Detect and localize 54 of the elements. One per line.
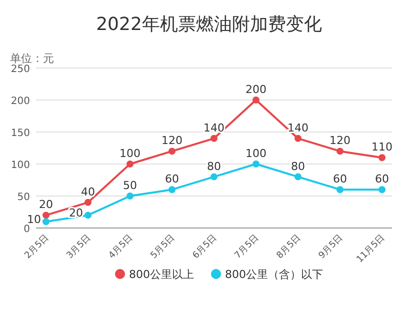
point (336, 186, 344, 194)
data-label: 80 (291, 160, 305, 173)
data-label: 100 (246, 147, 266, 160)
x-tick-label: 8月5日 (275, 233, 304, 261)
data-label: 50 (123, 179, 137, 192)
data-label: 40 (81, 185, 95, 198)
data-label: 10 (27, 213, 41, 226)
point (294, 134, 302, 142)
x-tick-label: 6月5日 (191, 233, 220, 261)
y-axis-title: 单位：元 (10, 52, 54, 65)
x-tick-label: 5月5日 (149, 233, 178, 261)
data-label: 80 (207, 160, 221, 173)
point (126, 160, 134, 168)
point (42, 212, 50, 219)
point (84, 212, 92, 219)
point (126, 192, 134, 200)
data-label: 200 (246, 83, 266, 96)
point (336, 148, 344, 155)
y-tick-label: 150 (10, 128, 30, 139)
data-label: 20 (39, 198, 53, 212)
x-tick-label: 9月5日 (317, 233, 346, 261)
point (378, 186, 386, 194)
data-label: 140 (288, 121, 308, 134)
x-tick-label: 3月5日 (65, 233, 94, 261)
data-label: 120 (162, 134, 182, 148)
x-tick-label: 11月5日 (355, 233, 388, 266)
x-tick-label: 2月5日 (23, 233, 52, 261)
point (378, 154, 386, 162)
point (84, 198, 92, 206)
data-label: 120 (330, 134, 350, 148)
data-label: 100 (120, 147, 140, 160)
point (252, 96, 260, 104)
point (252, 160, 260, 168)
y-tick-label: 250 (10, 64, 30, 75)
data-label: 140 (204, 121, 224, 134)
point (42, 218, 50, 226)
x-tick-label: 7月5日 (233, 233, 262, 261)
point (168, 186, 176, 194)
point (210, 134, 218, 142)
y-tick-label: 50 (17, 192, 30, 203)
y-tick-label: 200 (10, 96, 30, 107)
legend-label: 800公里（含）以下 (225, 268, 323, 281)
legend-label: 800公里以上 (129, 268, 194, 281)
point (294, 173, 302, 180)
data-label: 110 (372, 140, 392, 154)
data-label: 60 (375, 172, 389, 186)
data-label: 60 (165, 172, 179, 186)
point (168, 148, 176, 155)
data-label: 60 (333, 172, 347, 186)
x-tick-label: 4月5日 (107, 233, 136, 261)
chart-title: 2022年机票燃油附加费变化 (96, 14, 322, 35)
y-tick-label: 100 (10, 160, 30, 171)
y-tick-label: 0 (24, 224, 30, 235)
point (210, 173, 218, 180)
